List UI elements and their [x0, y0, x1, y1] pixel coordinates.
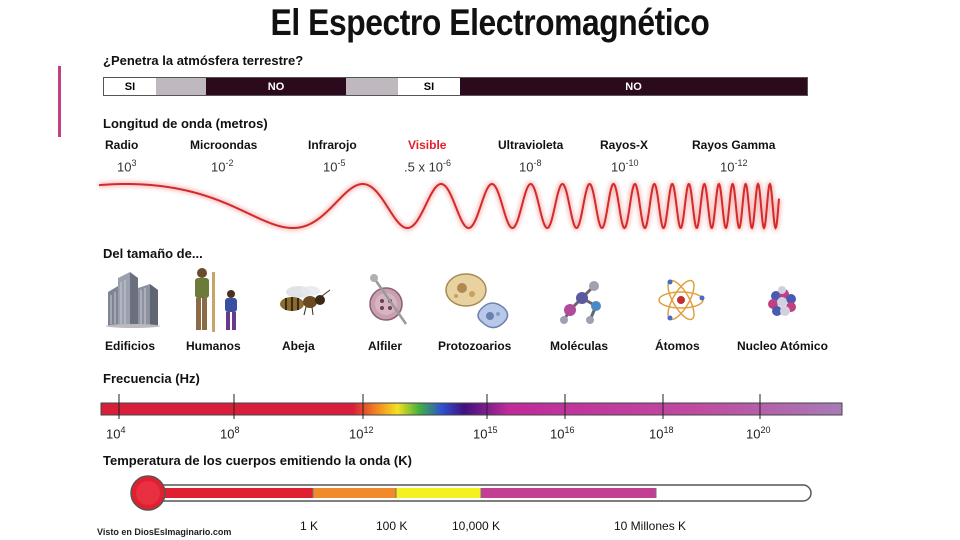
- frequency-tick-label: 1020: [746, 425, 771, 442]
- band-wavelength-rayos-gamma: 10-12: [720, 158, 748, 175]
- atmosphere-bar: SI NO SI NO: [103, 77, 808, 96]
- band-wavelength-microondas: 10-2: [211, 158, 234, 175]
- thermometer-yellow-segment: [396, 488, 481, 498]
- band-name-infrarojo: Infrarojo: [308, 138, 357, 152]
- thermometer-red-segment: [148, 488, 313, 498]
- band-wavelength-visible: .5 x 10-6: [404, 158, 452, 175]
- temperature-label: Temperatura de los cuerpos emitiendo la …: [103, 453, 412, 468]
- temperature-mark-10000k: 10,000 K: [452, 519, 501, 533]
- page-title: El Espectro Electromagnético: [270, 2, 710, 43]
- atmosphere-segment: [346, 78, 398, 95]
- atmosphere-label: ¿Penetra la atmósfera terrestre?: [103, 53, 304, 68]
- thermometer-orange-segment: [313, 488, 396, 498]
- object-label-abeja: Abeja: [282, 339, 315, 353]
- nucleus-icon: [768, 286, 796, 316]
- band-wavelength-infrarojo: 10-5: [323, 158, 346, 175]
- band-name-ultravioleta: Ultravioleta: [498, 138, 564, 152]
- band-name-radio: Radio: [105, 138, 139, 152]
- wave-line: [98, 182, 780, 230]
- band-name-rayos-x: Rayos-X: [600, 138, 649, 152]
- frequency-bar: [100, 394, 843, 419]
- band-wavelength-rayos-x: 10-10: [611, 158, 639, 175]
- object-label-alfiler: Alfiler: [368, 339, 403, 353]
- frequency-tick-label: 1012: [349, 425, 374, 442]
- bee-icon: [280, 286, 331, 316]
- size-label: Del tamaño de...: [103, 246, 203, 261]
- accent-bar: [58, 66, 61, 137]
- band-wavelength-ultravioleta: 10-8: [519, 158, 542, 175]
- wavelength-label: Longitud de onda (metros): [103, 116, 268, 131]
- atmosphere-segment: SI: [398, 78, 460, 95]
- atom-icon: [658, 279, 705, 321]
- object-label-atomos: Átomos: [655, 339, 700, 353]
- molecule-icon: [560, 281, 601, 324]
- buildings-icon: [106, 272, 160, 328]
- frequency-tick-label: 1016: [550, 425, 575, 442]
- atmosphere-segment: NO: [460, 78, 807, 95]
- thermometer-magenta-segment: [481, 488, 656, 498]
- credit-text: Visto en DiosEsImaginario.com: [97, 527, 232, 537]
- frequency-label: Frecuencia (Hz): [103, 371, 200, 386]
- wave-graphic: [98, 179, 782, 233]
- temperature-mark-1k: 1 K: [300, 519, 319, 533]
- frequency-tick-label: 1015: [473, 425, 498, 442]
- temperature-mark-100k: 100 K: [376, 519, 408, 533]
- humans-icon: [195, 268, 237, 332]
- pin-icon: [369, 274, 408, 325]
- thermometer: [130, 475, 812, 511]
- protozoa-icon: [445, 273, 509, 329]
- frequency-tick-label: 108: [220, 425, 240, 442]
- object-label-protozoarios: Protozoarios: [438, 339, 512, 353]
- band-name-microondas: Microondas: [190, 138, 258, 152]
- band-wavelength-radio: 103: [117, 158, 137, 175]
- object-label-humanos: Humanos: [186, 339, 241, 353]
- band-name-visible: Visible: [408, 138, 447, 152]
- frequency-ticks: [118, 394, 761, 419]
- object-label-nucleo-atomico: Nucleo Atómico: [737, 339, 828, 353]
- atmosphere-segment: NO: [206, 78, 346, 95]
- frequency-tick-label: 1018: [649, 425, 674, 442]
- band-name-rayos-gamma: Rayos Gamma: [692, 138, 776, 152]
- atmosphere-segment: [156, 78, 206, 95]
- atmosphere-segment: SI: [104, 78, 156, 95]
- frequency-tick-label: 104: [106, 425, 126, 442]
- object-label-moleculas: Moléculas: [550, 339, 609, 353]
- temperature-mark-10-millones-k: 10 Millones K: [614, 519, 687, 533]
- object-label-edificios: Edificios: [105, 339, 156, 353]
- frequency-gradient: [100, 402, 843, 416]
